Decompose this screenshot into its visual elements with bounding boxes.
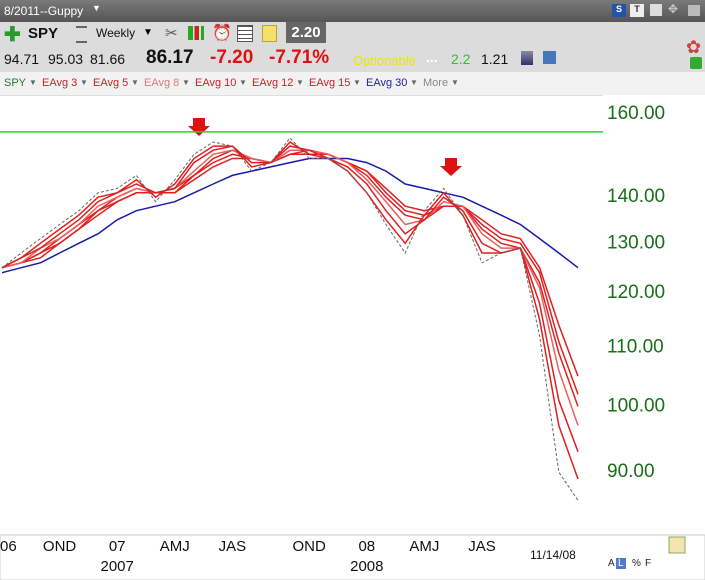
bars-icon[interactable] bbox=[188, 26, 204, 40]
value-a: 2.2 bbox=[451, 51, 471, 67]
legend-entry[interactable]: EAvg 3 bbox=[42, 77, 78, 89]
scale-button[interactable]: L bbox=[616, 558, 626, 569]
series-line bbox=[1, 157, 579, 274]
quote-bar: 94.71 95.03 81.66 86.17 -7.20 -7.71% Opt… bbox=[0, 37, 705, 72]
arrow-marker bbox=[440, 158, 462, 176]
title-bar: 8/2011--Guppy ▼ S T ✥ bbox=[0, 0, 705, 22]
legend-arrow[interactable]: ▼ bbox=[353, 78, 361, 87]
dropdown-arrow[interactable]: ▼ bbox=[92, 3, 101, 13]
x-tick-label: 06 bbox=[0, 538, 17, 555]
scale-button[interactable]: F bbox=[643, 558, 654, 569]
color-wheel[interactable]: ✿ bbox=[686, 37, 702, 57]
move-icon[interactable]: ✥ bbox=[668, 2, 679, 16]
symbol-bar: ✚ SPY Weekly ▼ ✂ ⏰ 2.20 bbox=[0, 22, 705, 46]
legend-arrow[interactable]: ▼ bbox=[239, 78, 247, 87]
layout-title[interactable]: 8/2011--Guppy bbox=[4, 4, 84, 18]
window-icon[interactable] bbox=[688, 5, 700, 16]
open: 94.71 bbox=[4, 51, 40, 67]
scale-button[interactable]: % bbox=[630, 558, 643, 569]
legend-entry[interactable]: EAvg 30 bbox=[366, 77, 408, 89]
x-year-label: 2007 bbox=[101, 558, 134, 575]
x-year-label: 2008 bbox=[350, 558, 383, 575]
symbol[interactable]: SPY bbox=[28, 25, 59, 42]
y-tick-label: 140.00 bbox=[607, 186, 665, 207]
t-button[interactable]: T bbox=[630, 4, 644, 17]
legend-arrow[interactable]: ▼ bbox=[131, 78, 139, 87]
legend-more[interactable]: More bbox=[423, 77, 449, 89]
date-label: 11/14/08 bbox=[530, 548, 576, 562]
legend-entry[interactable]: EAvg 12 bbox=[252, 77, 294, 89]
x-tick-label: 08 bbox=[358, 538, 375, 555]
series-line bbox=[1, 149, 579, 407]
change-percent: -7.71% bbox=[269, 47, 330, 68]
y-tick-label: 110.00 bbox=[607, 336, 664, 357]
change: -7.20 bbox=[210, 47, 254, 68]
chart: 90.00 100.00 110.00 120.00 130.00 140.00 160.0… bbox=[0, 95, 705, 580]
series-line bbox=[1, 149, 579, 426]
x-tick-label: AMJ bbox=[160, 538, 190, 555]
save-icon[interactable] bbox=[650, 4, 662, 16]
axis-area bbox=[603, 95, 705, 535]
edit-icon[interactable] bbox=[668, 536, 686, 554]
x-axis-area bbox=[0, 534, 705, 580]
y-tick-label: 130.00 bbox=[607, 232, 665, 253]
series-line bbox=[1, 145, 579, 452]
note-icon[interactable] bbox=[262, 25, 277, 42]
period-arrow[interactable]: ▼ bbox=[143, 27, 153, 38]
x-tick-label: OND bbox=[293, 538, 327, 555]
series-line bbox=[1, 149, 579, 395]
series-line bbox=[1, 137, 579, 501]
grid-icon[interactable] bbox=[237, 25, 253, 42]
s-button[interactable]: S bbox=[612, 4, 626, 17]
high: 95.03 bbox=[48, 51, 84, 67]
legend-entry[interactable]: EAvg 15 bbox=[309, 77, 351, 89]
legend-arrow[interactable]: ▼ bbox=[182, 78, 190, 87]
x-tick-label: JAS bbox=[468, 538, 496, 555]
y-tick-label: 100.00 bbox=[607, 396, 665, 417]
legend-arrow[interactable]: ▼ bbox=[410, 78, 418, 87]
x-tick-label: AMJ bbox=[409, 538, 439, 555]
db-icon[interactable] bbox=[521, 51, 533, 65]
x-tick-label: 07 bbox=[109, 538, 126, 555]
arrow-marker bbox=[188, 118, 210, 136]
series-line bbox=[1, 141, 579, 480]
last-price: 86.17 bbox=[146, 47, 194, 68]
scale-button[interactable]: A bbox=[606, 558, 617, 569]
value-b: 1.21 bbox=[481, 51, 509, 67]
y-tick-label: 120.00 bbox=[607, 282, 665, 303]
legend-entry[interactable]: EAvg 8 bbox=[144, 77, 180, 89]
legend-bar: SPY ▼ EAvg 3 ▼ EAvg 5 ▼ EAvg 8 ▼ EAvg 10 ▼ EAvg 12… bbox=[0, 72, 705, 96]
ellipsis[interactable]: ... bbox=[426, 49, 438, 65]
legend-arrow[interactable]: ▼ bbox=[29, 78, 37, 87]
tools-icon[interactable]: ✂ bbox=[165, 25, 178, 42]
menu-icon[interactable] bbox=[76, 26, 87, 43]
y-tick-label: 90.00 bbox=[607, 461, 655, 482]
add-button[interactable]: ✚ bbox=[4, 24, 21, 46]
maximize[interactable] bbox=[690, 57, 702, 69]
legend-arrow[interactable]: ▼ bbox=[296, 78, 304, 87]
series-line bbox=[1, 153, 579, 377]
low: 81.66 bbox=[90, 51, 126, 67]
x-tick-label: JAS bbox=[219, 538, 247, 555]
x-tick-label: OND bbox=[43, 538, 77, 555]
y-tick-label: 160.00 bbox=[607, 103, 665, 124]
legend-entry[interactable]: EAvg 10 bbox=[195, 77, 237, 89]
legend-arrow[interactable]: ▼ bbox=[451, 78, 459, 87]
legend-entry[interactable]: EAvg 5 bbox=[93, 77, 129, 89]
alarm-icon[interactable]: ⏰ bbox=[212, 25, 232, 42]
optionable: Optionable bbox=[353, 53, 416, 68]
period[interactable]: Weekly bbox=[96, 26, 136, 40]
legend-arrow[interactable]: ▼ bbox=[80, 78, 88, 87]
legend-entry[interactable]: SPY bbox=[4, 77, 27, 89]
save-button[interactable] bbox=[543, 51, 556, 64]
change-box: 2.20 bbox=[286, 22, 326, 43]
